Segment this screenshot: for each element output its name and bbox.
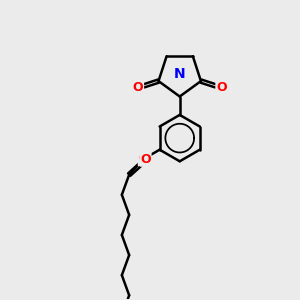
Text: O: O xyxy=(138,152,149,165)
Text: O: O xyxy=(140,153,151,166)
Text: N: N xyxy=(174,67,185,81)
Text: O: O xyxy=(133,81,143,94)
Text: O: O xyxy=(216,81,226,94)
